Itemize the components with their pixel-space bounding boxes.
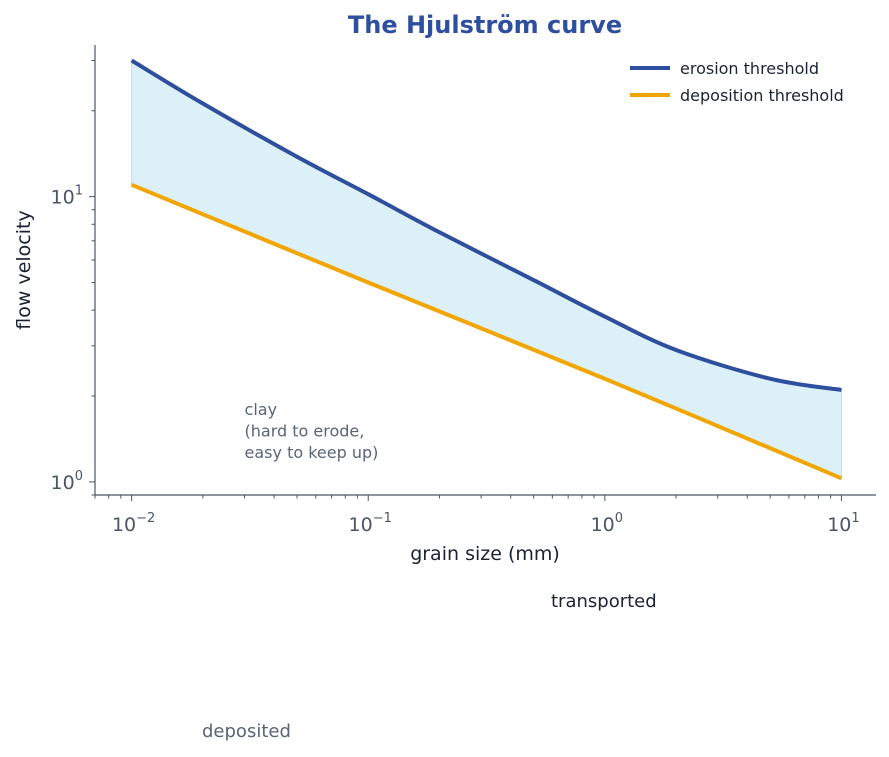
transported-label: transported (551, 591, 657, 612)
x-tick-label: 10−1 (349, 511, 392, 536)
deposited-label: deposited (202, 721, 291, 742)
y-axis-label: flow velocity (13, 210, 35, 329)
x-tick-label: 100 (591, 511, 623, 536)
x-axis-label: grain size (mm) (410, 543, 560, 565)
x-tick-label: 101 (827, 511, 859, 536)
y-tick-label: 100 (51, 469, 83, 494)
clay-annotation: clay (hard to erode, easy to keep up) (245, 400, 379, 462)
y-tick-label: 101 (51, 184, 83, 209)
deposition-threshold-line (130, 182, 843, 481)
x-tick-label: 10−2 (112, 511, 155, 536)
erosion-threshold-line (130, 58, 842, 392)
legend-label: erosion threshold (680, 59, 819, 78)
chart-title: The Hjulström curve (348, 11, 622, 39)
plot-area: 10−2 10−1 100 101 100 101 erosion threshold dep… (51, 45, 876, 536)
legend-label: deposition threshold (680, 86, 844, 105)
